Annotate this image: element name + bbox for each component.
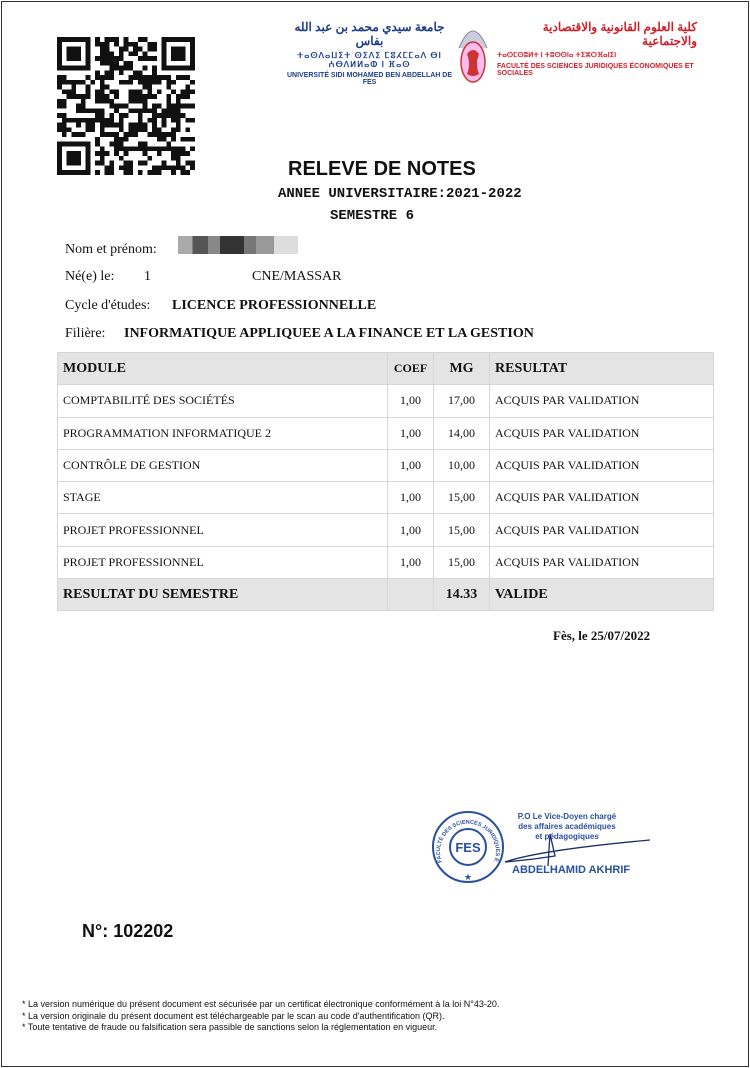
cell-mg: 10,00 <box>433 448 490 483</box>
signatory-line-1: P.O Le Vice-Doyen chargé <box>517 812 617 821</box>
faculty-name-fr: FACULTÉ DES SCIENCES JURIDIQUES ÉCONOMIQ… <box>497 63 694 77</box>
cell-resultat: ACQUIS PAR VALIDATION <box>489 545 714 580</box>
cell-resultat: ACQUIS PAR VALIDATION <box>489 384 714 418</box>
cell-module: PROGRAMMATION INFORMATIQUE 2 <box>57 416 388 450</box>
header-coef: COEF <box>387 351 434 386</box>
signatory-title: P.O Le Vice-Doyen chargé des affaires ac… <box>512 812 622 842</box>
total-resultat: VALIDE <box>489 578 714 612</box>
cell-coef: 1,00 <box>387 416 434 450</box>
handwritten-signature <box>504 833 651 867</box>
qr-code[interactable] <box>57 37 195 175</box>
stamp-text: FACULTÉ DES SCIENCES JURIDIQUES ÉCONOMIQ… <box>430 810 501 863</box>
faculty-logo-text: كلية العلوم القانونية والاقتصادية والاجت… <box>497 14 697 77</box>
university-name-ar: جامعة سيدي محمد بن عبد الله بفاس <box>294 20 445 48</box>
footer-note: * La version originale du présent docume… <box>22 1010 445 1021</box>
cycle-label: Cycle d'études: <box>65 298 151 313</box>
university-name-fr: UNIVERSITÉ SIDI MOHAMED BEN ABDELLAH DE … <box>286 72 453 86</box>
university-logo-text: جامعة سيدي محمد بن عبد الله بفاس ⵜⴰⵙⴷⴰⵡⵉ… <box>282 14 457 86</box>
table-row: PROGRAMMATION INFORMATIQUE 2 1,00 14,00 ACQ… <box>57 416 714 450</box>
footer-note: * La version numérique du présent docume… <box>22 999 500 1009</box>
table-row: CONTRÔLE DE GESTION 1,00 10,00 ACQUIS PAR V… <box>57 448 714 483</box>
footer-note: * Toute tentative de fraude ou falsifica… <box>22 1022 438 1032</box>
issue-date: Fès, le 25/07/2022 <box>553 628 651 643</box>
birth-value: 1 <box>144 269 151 284</box>
signatory-name: ABDELHAMID AKHRIF <box>512 864 631 876</box>
cell-mg: 17,00 <box>433 384 490 418</box>
university-name-tifinagh: ⵜⴰⵙⴷⴰⵡⵉⵜ ⵙⵉⴷⵉ ⵎⵓⵃⵎⵎⴰⴷ ⴱⵏ ⵄⴱⴷⵍⵍⴰⵀ ⵏ ⴼⴰⵙ <box>297 51 442 69</box>
cell-mg: 15,00 <box>433 481 490 515</box>
document-number: N°: 102202 <box>82 921 174 941</box>
table-row: COMPTABILITÉ DES SOCIÉTÉS 1,00 17,00 ACQUIS… <box>57 384 714 418</box>
signatory-line-2: des affaires académiques <box>518 822 616 831</box>
semester-result-row: RESULTAT DU SEMESTRE 14.33 VALIDE <box>57 578 714 612</box>
semester: SEMESTRE 6 <box>330 208 415 224</box>
birth-label: Né(e) le: <box>65 269 115 284</box>
svg-text:FACULTÉ DES SCIENCES JURIDIQUE: FACULTÉ DES SCIENCES JURIDIQUES ÉCONOMIQ… <box>430 810 501 863</box>
cell-coef: 1,00 <box>387 513 434 547</box>
cell-coef: 1,00 <box>387 481 434 515</box>
footer-notes: * La version numérique du présent docume… <box>22 999 499 1034</box>
cell-coef: 1,00 <box>387 545 434 580</box>
table-header: MODULE COEF MG RESULTAT <box>57 351 714 386</box>
svg-text:★: ★ <box>464 872 472 882</box>
redacted-name <box>178 236 298 254</box>
grades-table: MODULE COEF MG RESULTAT COMPTABILITÉ DES… <box>57 351 714 612</box>
cne-label: CNE/MASSAR <box>252 269 342 284</box>
cell-resultat: ACQUIS PAR VALIDATION <box>489 448 714 483</box>
name-label: Nom et prénom: <box>65 242 157 257</box>
table-row: PROJET PROFESSIONNEL 1,00 15,00 ACQUIS PAR … <box>57 545 714 580</box>
total-mg: 14.33 <box>433 578 490 612</box>
document-title: RELEVE DE NOTES <box>288 158 476 180</box>
total-label: RESULTAT DU SEMESTRE <box>57 578 388 612</box>
signatory-line-3: et pédagogiques <box>535 832 599 841</box>
cell-mg: 14,00 <box>433 416 490 450</box>
faculty-stamp: FES FACULTÉ DES SCIENCES JURIDIQUES ÉCON… <box>430 810 504 883</box>
academic-year-value: 2021-2022 <box>446 186 522 202</box>
cell-resultat: ACQUIS PAR VALIDATION <box>489 513 714 547</box>
table-row: STAGE 1,00 15,00 ACQUIS PAR VALIDATION <box>57 481 714 515</box>
cell-module: CONTRÔLE DE GESTION <box>57 448 388 483</box>
cell-coef: 1,00 <box>387 448 434 483</box>
faculty-name-tifinagh: ⵜⴰⵙⵎⵙⵓⵍⵜ ⵏ ⵜⵓⵙⵙⵏⴰ ⵜⵉⵣⵔⴼⴰⵏⵉⵏ <box>497 52 617 59</box>
academic-year: ANNEE UNIVERSITAIRE:2021-2022 <box>278 186 522 202</box>
cell-mg: 15,00 <box>433 513 490 547</box>
total-coef <box>387 578 434 612</box>
university-emblem-icon <box>458 30 488 83</box>
filiere-label: Filière: <box>65 326 106 341</box>
cell-resultat: ACQUIS PAR VALIDATION <box>489 481 714 515</box>
header-mg: MG <box>433 351 490 386</box>
cell-module: PROJET PROFESSIONNEL <box>57 513 388 547</box>
cell-resultat: ACQUIS PAR VALIDATION <box>489 416 714 450</box>
header-module: MODULE <box>57 351 388 386</box>
cell-module: COMPTABILITÉ DES SOCIÉTÉS <box>57 384 388 418</box>
academic-year-label: ANNEE UNIVERSITAIRE: <box>278 186 447 202</box>
cell-coef: 1,00 <box>387 384 434 418</box>
header-resultat: RESULTAT <box>489 351 714 386</box>
table-row: PROJET PROFESSIONNEL 1,00 15,00 ACQUIS PAR … <box>57 513 714 547</box>
header-logos: جامعة سيدي محمد بن عبد الله بفاس ⵜⴰⵙⴷⴰⵡⵉ… <box>282 14 732 90</box>
faculty-name-ar: كلية العلوم القانونية والاقتصادية والاجت… <box>542 20 697 48</box>
stamp-center: FES <box>455 840 481 855</box>
cycle-value: LICENCE PROFESSIONNELLE <box>172 298 377 313</box>
cell-module: PROJET PROFESSIONNEL <box>57 545 388 580</box>
cell-module: STAGE <box>57 481 388 515</box>
cell-mg: 15,00 <box>433 545 490 580</box>
filiere-value: INFORMATIQUE APPLIQUEE A LA FINANCE ET L… <box>124 326 534 341</box>
